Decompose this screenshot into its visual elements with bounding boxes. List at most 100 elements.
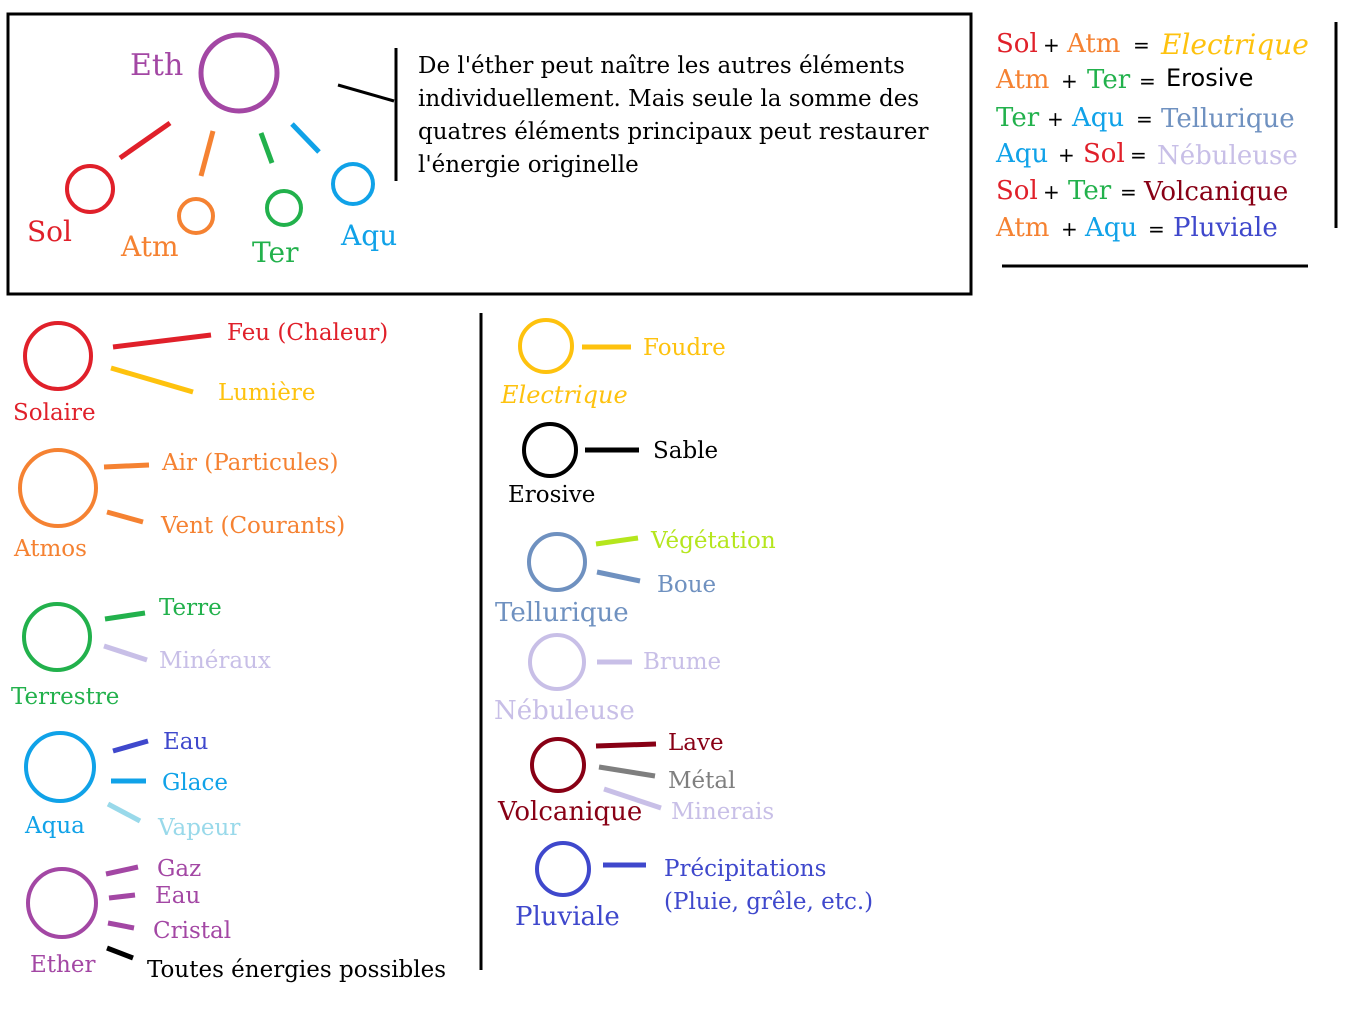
aqua-connector-3 <box>106 801 142 824</box>
terrestre-connector-1 <box>104 610 146 622</box>
ether-item-1: Gaz <box>157 856 201 882</box>
combo-3-plus: + <box>1047 107 1064 131</box>
solaire-circle <box>23 321 93 391</box>
combo-6-result: Pluviale <box>1173 213 1278 243</box>
combo-2-plus: + <box>1061 69 1078 93</box>
volcanique-connector-1 <box>595 741 657 749</box>
erosive-item-1: Sable <box>653 438 718 464</box>
tellurique-item-1: Végétation <box>650 528 776 554</box>
eth-atm-connector <box>198 130 216 177</box>
combo-4-eq: = <box>1130 143 1147 167</box>
intro-line: quatres éléments principaux peut restaur… <box>418 119 929 145</box>
electrique-circle <box>518 318 574 374</box>
aqua-item-1: Eau <box>163 729 208 755</box>
sol-circle <box>65 164 115 214</box>
erosive-circle <box>522 422 578 478</box>
combo-3-b: Aqu <box>1071 103 1124 133</box>
volcanique-item-1: Lave <box>668 730 724 756</box>
intro-pointer <box>337 83 395 103</box>
combo-5-eq: = <box>1120 180 1137 204</box>
ether-item-3: Cristal <box>153 918 231 944</box>
combo-1-a: Sol <box>996 29 1038 59</box>
terrestre-circle <box>22 602 92 672</box>
solaire-label: Solaire <box>13 400 96 426</box>
tellurique-connector-2 <box>596 569 641 584</box>
volcanique-label: Volcanique <box>497 797 642 827</box>
ether-label: Ether <box>30 952 95 978</box>
combo-1-plus: + <box>1043 33 1060 57</box>
tellurique-item-2: Boue <box>657 572 716 598</box>
atmos-label: Atmos <box>13 536 87 562</box>
atmos-circle <box>18 448 98 528</box>
intro-line: De l'éther peut naître les autres élémen… <box>418 53 905 79</box>
intro-line: l'énergie originelle <box>418 152 639 178</box>
atmos-item-2: Vent (Courants) <box>160 513 345 539</box>
tellurique-label: Tellurique <box>495 598 629 628</box>
combo-2-b: Ter <box>1087 65 1131 95</box>
solaire-connector-1 <box>112 332 212 350</box>
eth-circle <box>198 32 280 114</box>
combo-4-a: Aqu <box>995 139 1048 169</box>
ter-label: Ter <box>252 236 299 269</box>
combo-1-eq: = <box>1133 33 1150 57</box>
eth-sol-connector <box>118 120 172 161</box>
ether-item-4: Toutes énergies possibles <box>147 957 446 983</box>
sol-label: Sol <box>27 215 72 248</box>
solaire-item-2: Lumière <box>218 380 315 406</box>
combo-6-a: Atm <box>995 213 1049 243</box>
atm-circle <box>177 197 215 235</box>
combo-5-b: Ter <box>1068 176 1112 206</box>
ether-connector-2 <box>108 892 136 901</box>
combo-3-result: Tellurique <box>1161 104 1295 134</box>
ether-connector-1 <box>105 864 139 877</box>
volcanique-connector-2 <box>598 764 656 779</box>
combo-2-eq: = <box>1139 69 1156 93</box>
combo-5-result: Volcanique <box>1143 177 1288 207</box>
combo-2-result: Erosive <box>1166 64 1253 92</box>
combo-3-a: Ter <box>996 103 1040 133</box>
atm-label: Atm <box>120 230 179 263</box>
eth-aqu-connector <box>290 122 321 154</box>
aqua-item-3: Vapeur <box>157 815 240 841</box>
pluviale-circle <box>535 841 591 897</box>
combo-6-eq: = <box>1148 217 1165 241</box>
nebuleuse-label: Nébuleuse <box>494 696 635 726</box>
terrestre-connector-2 <box>103 643 148 663</box>
combo-1-b: Atm <box>1066 29 1120 59</box>
intro-line: individuellement. Mais seule la somme de… <box>418 86 920 112</box>
ether-circle <box>26 867 98 939</box>
aqua-item-2: Glace <box>162 770 228 796</box>
electrique-label: Electrique <box>500 381 628 409</box>
atmos-item-1: Air (Particules) <box>161 450 338 476</box>
combo-3-eq: = <box>1136 107 1153 131</box>
nebuleuse-circle <box>528 633 586 691</box>
combo-4-result: Nébuleuse <box>1157 141 1298 171</box>
volcanique-connector-3 <box>603 786 662 811</box>
tellurique-connector-1 <box>595 535 639 547</box>
aqua-label: Aqua <box>24 813 85 839</box>
combo-6-b: Aqu <box>1084 213 1137 243</box>
combo-6-plus: + <box>1061 217 1078 241</box>
pluviale-label: Pluviale <box>515 902 620 932</box>
atmos-connector-2 <box>106 509 144 525</box>
solaire-connector-2 <box>110 365 194 395</box>
pluviale-item-2: (Pluie, grêle, etc.) <box>664 889 873 915</box>
atmos-connector-1 <box>103 462 150 470</box>
ether-connector-4 <box>106 945 134 961</box>
aqu-circle <box>331 162 375 206</box>
pluviale-item-1: Précipitations <box>664 856 826 882</box>
terrestre-item-1: Terre <box>159 595 222 621</box>
tellurique-circle <box>527 532 587 592</box>
erosive-label: Erosive <box>508 482 595 508</box>
volcanique-circle <box>530 737 586 793</box>
eth-label: Eth <box>130 48 183 83</box>
combo-4-b: Sol <box>1083 139 1125 169</box>
combo-5-a: Sol <box>996 176 1038 206</box>
combo-1-result: Electrique <box>1160 28 1309 61</box>
combo-4-plus: + <box>1058 143 1075 167</box>
aqua-connector-1 <box>112 738 149 754</box>
combo-5-plus: + <box>1043 180 1060 204</box>
intro-text: De l'éther peut naître les autres élémen… <box>418 50 938 182</box>
electrique-item-1: Foudre <box>643 335 726 361</box>
